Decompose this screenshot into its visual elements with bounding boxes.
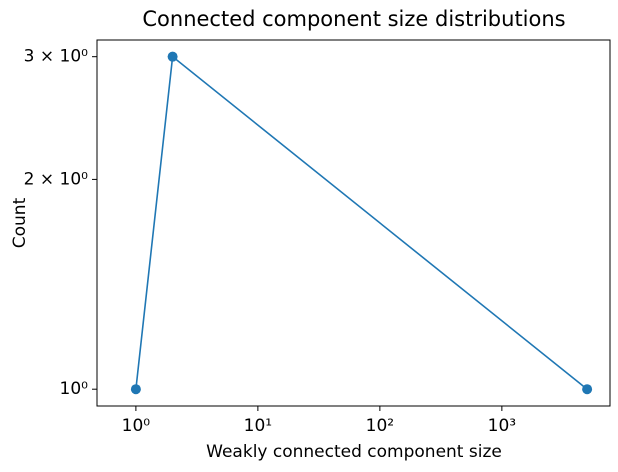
data-point <box>582 384 593 395</box>
y-tick-label: 10⁰ <box>60 379 89 399</box>
y-axis-label: Count <box>10 197 30 248</box>
data-point <box>130 384 141 395</box>
x-tick-label: 10⁰ <box>122 416 151 436</box>
x-axis-label: Weakly connected component size <box>206 442 502 462</box>
data-line <box>135 55 588 390</box>
chart-title: Connected component size distributions <box>142 7 565 31</box>
x-tick-label: 10² <box>366 416 394 436</box>
y-tick-label: 3 × 10⁰ <box>24 47 88 67</box>
x-tick-label: 10³ <box>488 416 516 436</box>
y-tick-label: 2 × 10⁰ <box>24 169 88 189</box>
x-tick-label: 10¹ <box>244 416 272 436</box>
data-point <box>167 51 178 62</box>
axes-frame <box>96 39 611 407</box>
